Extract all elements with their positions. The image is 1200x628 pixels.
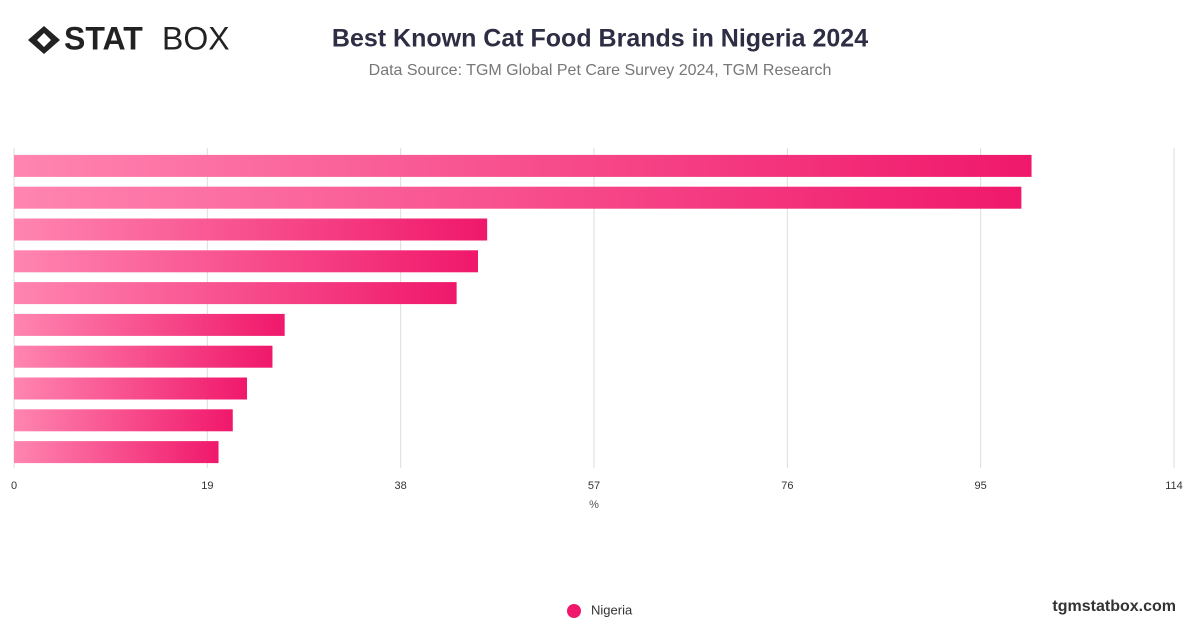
x-tick-label: 19 xyxy=(201,480,213,492)
x-tick-label: 95 xyxy=(975,480,987,492)
bar xyxy=(14,409,233,432)
x-tick-label: 38 xyxy=(395,480,407,492)
bar xyxy=(14,441,219,464)
x-tick-label: 114 xyxy=(1165,480,1183,492)
bar xyxy=(14,154,1032,177)
x-tick-label: 0 xyxy=(11,480,17,492)
chart-title: Best Known Cat Food Brands in Nigeria 20… xyxy=(332,25,868,53)
bar xyxy=(14,186,1022,209)
logo: STAT BOX xyxy=(28,20,230,56)
bar xyxy=(14,250,478,273)
footer: tgmstatbox.com xyxy=(1052,598,1176,615)
bar xyxy=(14,313,285,336)
logo-text: STAT xyxy=(64,20,143,56)
bar xyxy=(14,377,248,400)
bar xyxy=(14,282,457,305)
bar xyxy=(14,345,273,368)
x-axis-label: % xyxy=(589,499,599,511)
x-tick-label: 76 xyxy=(781,480,793,492)
logo-text: BOX xyxy=(162,20,230,56)
x-tick-label: 57 xyxy=(588,480,600,492)
legend-marker xyxy=(567,604,581,618)
bar xyxy=(14,218,488,241)
legend-label: Nigeria xyxy=(591,602,633,617)
chart-subtitle: Data Source: TGM Global Pet Care Survey … xyxy=(369,62,832,79)
logo-icon xyxy=(28,26,60,54)
